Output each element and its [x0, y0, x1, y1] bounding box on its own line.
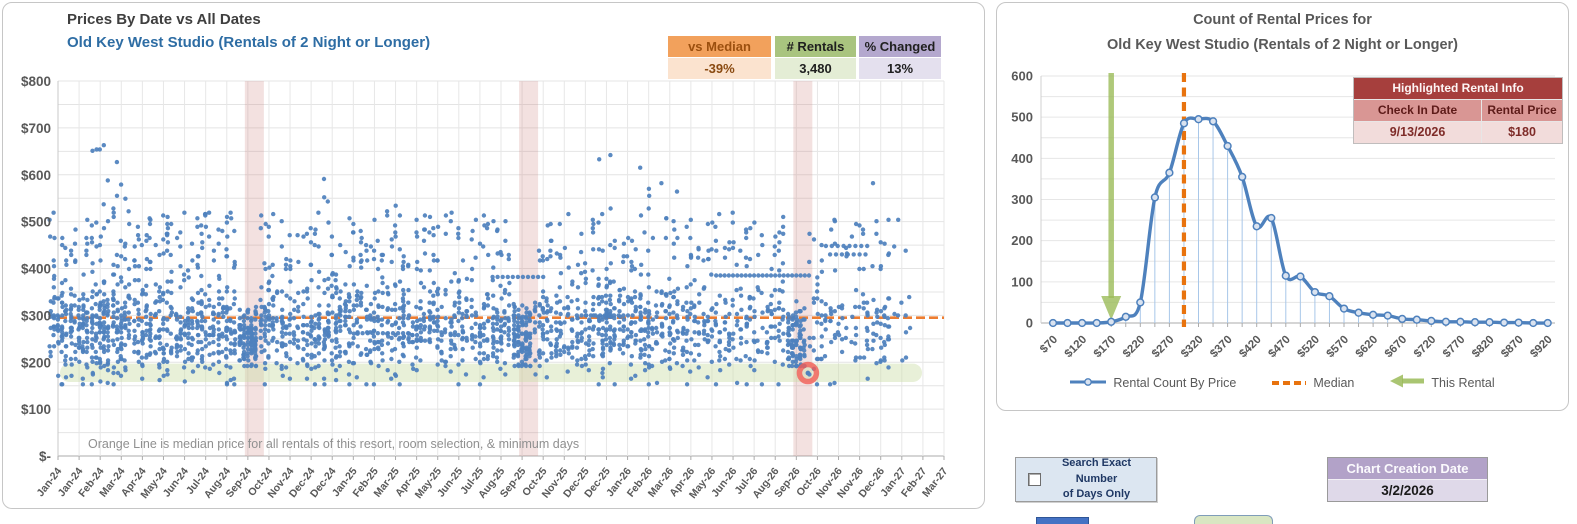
left-chart-subtitle: Old Key West Studio (Rentals of 2 Night … — [67, 34, 431, 51]
highlighted-rental-info-table: Highlighted Rental Info Check In Date Re… — [1353, 77, 1563, 144]
svg-text:$200: $200 — [21, 355, 51, 370]
scatter-chart-canvas: $800$700$600$500$400$300$200$100$-Jan-24… — [21, 74, 951, 501]
svg-text:$320: $320 — [1179, 334, 1206, 361]
legend-this-rental-label: This Rental — [1431, 375, 1495, 390]
blue-button-partial[interactable] — [1036, 517, 1089, 524]
chart-creation-date-label: Chart Creation Date — [1328, 458, 1487, 480]
stat-num-rentals-value: 3,480 — [775, 58, 856, 79]
svg-text:$400: $400 — [21, 262, 51, 277]
svg-text:$170: $170 — [1092, 334, 1119, 361]
svg-text:$370: $370 — [1208, 334, 1235, 361]
right-chart-legend: Rental Count By Price Median This Rental — [997, 374, 1568, 391]
svg-text:$800: $800 — [21, 74, 51, 89]
svg-text:$270: $270 — [1150, 334, 1177, 361]
right-chart-title-line1: Count of Rental Prices for — [1193, 12, 1372, 28]
line-marker-icon — [1070, 376, 1107, 390]
svg-text:$700: $700 — [21, 121, 51, 136]
info-table-col-checkin: Check In Date — [1354, 100, 1482, 122]
dashed-line-icon — [1272, 376, 1307, 390]
stat-vs-median: vs Median -39% — [668, 36, 771, 79]
svg-text:500: 500 — [1011, 110, 1033, 125]
legend-this-rental: This Rental — [1390, 374, 1495, 391]
info-table-title: Highlighted Rental Info — [1354, 78, 1562, 100]
svg-text:0: 0 — [1026, 316, 1033, 331]
svg-text:$820: $820 — [1470, 334, 1497, 361]
svg-text:$600: $600 — [21, 168, 51, 183]
stat-num-rentals-label: # Rentals — [775, 36, 856, 57]
stat-pct-changed-value: 13% — [859, 58, 941, 79]
stat-pct-changed: % Changed 13% — [859, 36, 941, 79]
svg-text:$300: $300 — [21, 308, 51, 323]
stat-vs-median-label: vs Median — [668, 36, 771, 57]
median-note: Orange Line is median price for all rent… — [88, 437, 579, 451]
legend-median-label: Median — [1313, 375, 1355, 390]
svg-text:$120: $120 — [1063, 334, 1090, 361]
info-table-price-value: $180 — [1482, 122, 1562, 143]
green-button-partial[interactable] — [1194, 515, 1273, 524]
rental-price-count-chart-panel[interactable]: 0 100 200 300 400 500 600 $70 $120 $170 $220 $270 $3… — [996, 2, 1569, 411]
search-exact-days-label: Search Exact Number of Days Only — [1061, 457, 1132, 501]
search-exact-days-checkbox[interactable] — [1028, 473, 1041, 486]
svg-text:$470: $470 — [1266, 334, 1293, 361]
prices-by-date-chart-panel[interactable]: $800 $700 $600 $500 $400 $300 $200 $100 $- Jan-24… — [2, 2, 985, 509]
stat-pct-changed-label: % Changed — [859, 36, 941, 57]
svg-text:$500: $500 — [21, 215, 51, 230]
svg-text:600: 600 — [1011, 69, 1033, 84]
svg-text:$920: $920 — [1528, 334, 1555, 361]
svg-text:$870: $870 — [1499, 334, 1526, 361]
svg-text:$70: $70 — [1038, 334, 1060, 356]
stat-vs-median-value: -39% — [668, 58, 771, 79]
legend-rental-count: Rental Count By Price — [1070, 376, 1236, 390]
info-table-col-price: Rental Price — [1482, 100, 1562, 122]
left-arrow-icon — [1390, 374, 1425, 391]
svg-text:$570: $570 — [1325, 334, 1352, 361]
svg-text:$520: $520 — [1295, 334, 1322, 361]
svg-text:$770: $770 — [1441, 334, 1468, 361]
svg-text:100: 100 — [1011, 274, 1033, 289]
svg-text:$220: $220 — [1121, 334, 1148, 361]
svg-text:400: 400 — [1011, 151, 1033, 166]
search-exact-days-panel: Search Exact Number of Days Only — [1015, 457, 1157, 502]
legend-rental-count-label: Rental Count By Price — [1113, 375, 1237, 390]
highlighted-rental-ring — [796, 361, 820, 385]
right-chart-title-line2: Old Key West Studio (Rentals of 2 Night … — [1107, 37, 1458, 53]
legend-median: Median — [1272, 376, 1354, 390]
chart-creation-date-value: 3/2/2026 — [1328, 480, 1487, 501]
svg-text:300: 300 — [1011, 192, 1033, 207]
scatter-points — [47, 143, 913, 387]
svg-text:$420: $420 — [1237, 334, 1264, 361]
info-table-checkin-value: 9/13/2026 — [1354, 122, 1482, 143]
stat-num-rentals: # Rentals 3,480 — [775, 36, 856, 79]
left-chart-title: Prices By Date vs All Dates — [67, 11, 261, 28]
svg-text:$620: $620 — [1354, 334, 1381, 361]
svg-text:$-: $- — [39, 449, 51, 464]
svg-text:$670: $670 — [1383, 334, 1410, 361]
svg-text:$720: $720 — [1412, 334, 1439, 361]
svg-text:$100: $100 — [21, 402, 51, 417]
svg-text:200: 200 — [1011, 233, 1033, 248]
chart-creation-date-box: Chart Creation Date 3/2/2026 — [1327, 457, 1488, 502]
